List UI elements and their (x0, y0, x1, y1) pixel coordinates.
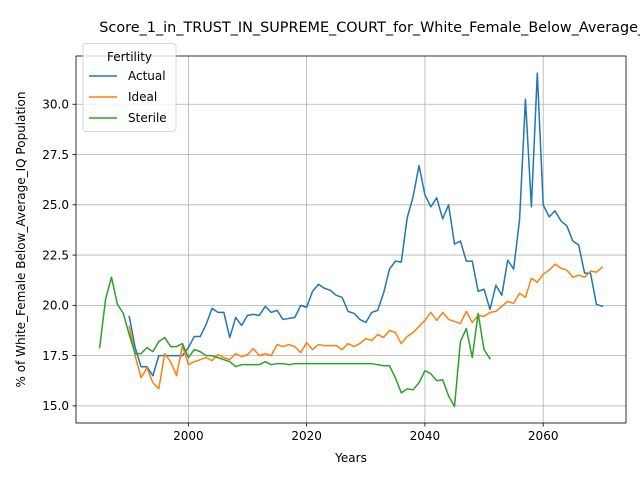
y-axis-label: % of White_Female Below_Average_IQ Popul… (14, 92, 28, 388)
x-tick-label: 2040 (410, 429, 441, 443)
chart-title: Score_1_in_TRUST_IN_SUPREME_COURT_for_Wh… (99, 20, 640, 36)
y-tick-label: 15.0 (42, 399, 69, 413)
y-tick-label: 17.5 (42, 349, 69, 363)
series-lines (98, 72, 604, 408)
legend: Fertility Actual Ideal Sterile (82, 43, 177, 132)
y-tick-label: 22.5 (42, 248, 69, 262)
y-tick-label: 30.0 (42, 98, 69, 112)
series-line-actual (128, 72, 604, 377)
x-tick-label: 2060 (528, 429, 559, 443)
x-axis-label: Years (334, 451, 367, 465)
x-axis-ticks: 2000 2020 2040 2060 (173, 423, 558, 443)
series-line-ideal (128, 263, 604, 390)
y-axis-ticks: 15.0 17.5 20.0 22.5 25.0 27.5 30.0 (42, 98, 76, 413)
plot-frame (75, 55, 627, 424)
legend-title: Fertility (107, 50, 152, 64)
x-tick-label: 2000 (173, 429, 204, 443)
x-tick-label: 2020 (291, 429, 322, 443)
series-line-sterile (98, 276, 492, 408)
y-tick-label: 25.0 (42, 198, 69, 212)
y-tick-label: 20.0 (42, 299, 69, 313)
y-tick-label: 27.5 (42, 148, 69, 162)
legend-label-sterile: Sterile (128, 111, 167, 125)
legend-label-ideal: Ideal (128, 90, 157, 104)
legend-label-actual: Actual (128, 69, 166, 83)
legend-box (82, 43, 177, 132)
